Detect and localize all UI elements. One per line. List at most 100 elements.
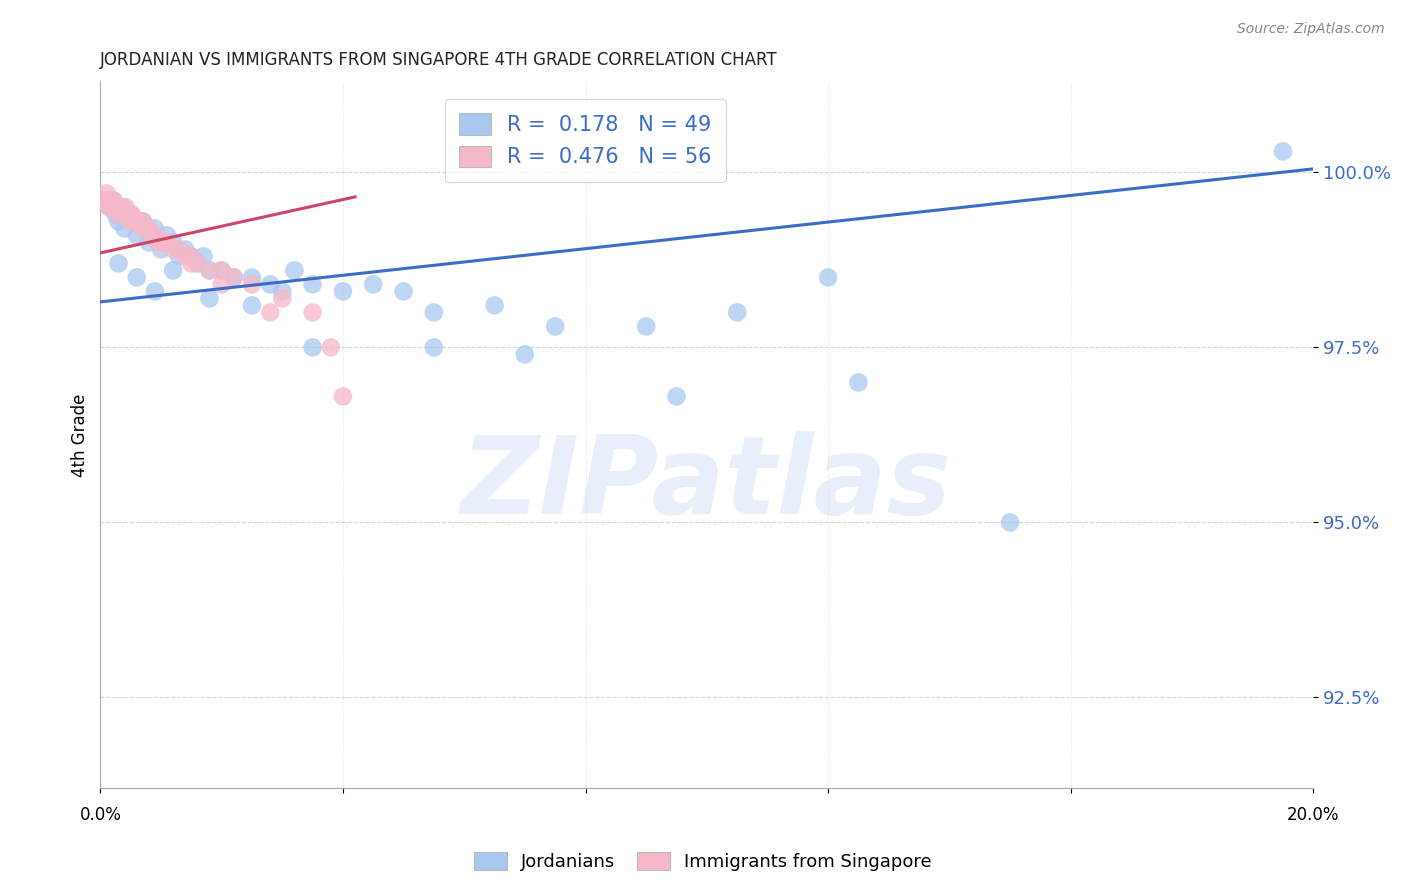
Point [665, 389, 688, 403]
Point [222, 270, 245, 285]
Point [240, 298, 263, 312]
Point [103, 194, 125, 208]
Y-axis label: 4th Grade: 4th Grade [72, 393, 89, 476]
Point [125, 214, 148, 228]
Point [301, 340, 323, 354]
Point [122, 214, 145, 228]
Point [107, 214, 129, 228]
Point [141, 228, 163, 243]
Point [198, 292, 221, 306]
Point [484, 298, 506, 312]
Point [117, 207, 139, 221]
Point [423, 305, 446, 319]
Point [259, 305, 281, 319]
Point [211, 277, 233, 292]
Point [544, 319, 567, 334]
Point [97, 194, 120, 208]
Point [143, 285, 166, 299]
Point [392, 285, 415, 299]
Point [817, 270, 839, 285]
Point [120, 207, 142, 221]
Point [132, 214, 155, 228]
Point [104, 200, 127, 214]
Point [423, 340, 446, 354]
Point [125, 214, 148, 228]
Point [271, 285, 294, 299]
Point [114, 207, 136, 221]
Point [332, 285, 354, 299]
Point [107, 256, 129, 270]
Point [167, 249, 190, 263]
Point [107, 200, 129, 214]
Point [162, 243, 184, 257]
Point [222, 270, 245, 285]
Text: ZIPatlas: ZIPatlas [461, 432, 952, 537]
Point [132, 221, 155, 235]
Point [174, 243, 197, 257]
Point [271, 292, 294, 306]
Point [112, 200, 135, 214]
Point [198, 263, 221, 277]
Point [174, 249, 197, 263]
Point [120, 207, 142, 221]
Point [138, 235, 160, 250]
Point [848, 376, 870, 390]
Point [180, 249, 202, 263]
Point [93, 194, 115, 208]
Point [240, 270, 263, 285]
Point [105, 200, 128, 214]
Point [135, 221, 157, 235]
Point [107, 207, 129, 221]
Point [138, 221, 160, 235]
Point [98, 200, 121, 214]
Point [120, 214, 142, 228]
Point [94, 194, 117, 208]
Point [101, 200, 124, 214]
Point [636, 319, 658, 334]
Point [156, 235, 179, 250]
Point [156, 228, 179, 243]
Point [114, 200, 136, 214]
Point [101, 200, 124, 214]
Point [998, 516, 1021, 530]
Text: 20.0%: 20.0% [1286, 806, 1340, 824]
Point [162, 263, 184, 277]
Point [132, 214, 155, 228]
Text: JORDANIAN VS IMMIGRANTS FROM SINGAPORE 4TH GRADE CORRELATION CHART: JORDANIAN VS IMMIGRANTS FROM SINGAPORE 4… [100, 51, 778, 69]
Point [283, 263, 305, 277]
Text: Source: ZipAtlas.com: Source: ZipAtlas.com [1237, 22, 1385, 37]
Point [180, 256, 202, 270]
Point [110, 200, 132, 214]
Point [96, 186, 118, 201]
Point [319, 340, 342, 354]
Point [101, 194, 124, 208]
Point [104, 207, 127, 221]
Point [146, 235, 169, 250]
Point [186, 256, 208, 270]
Point [98, 200, 121, 214]
Point [98, 194, 121, 208]
Point [513, 347, 536, 361]
Point [1271, 145, 1294, 159]
Point [150, 243, 173, 257]
Point [128, 214, 150, 228]
Point [193, 249, 215, 263]
Point [114, 221, 136, 235]
Point [332, 389, 354, 403]
Legend: R =  0.178   N = 49, R =  0.476   N = 56: R = 0.178 N = 49, R = 0.476 N = 56 [444, 99, 727, 182]
Point [301, 277, 323, 292]
Point [110, 200, 132, 214]
Point [118, 207, 141, 221]
Point [150, 235, 173, 250]
Point [100, 194, 122, 208]
Point [143, 221, 166, 235]
Point [211, 263, 233, 277]
Point [125, 270, 148, 285]
Point [259, 277, 281, 292]
Point [198, 263, 221, 277]
Point [186, 256, 208, 270]
Point [96, 194, 118, 208]
Point [240, 277, 263, 292]
Legend: Jordanians, Immigrants from Singapore: Jordanians, Immigrants from Singapore [467, 845, 939, 879]
Point [143, 228, 166, 243]
